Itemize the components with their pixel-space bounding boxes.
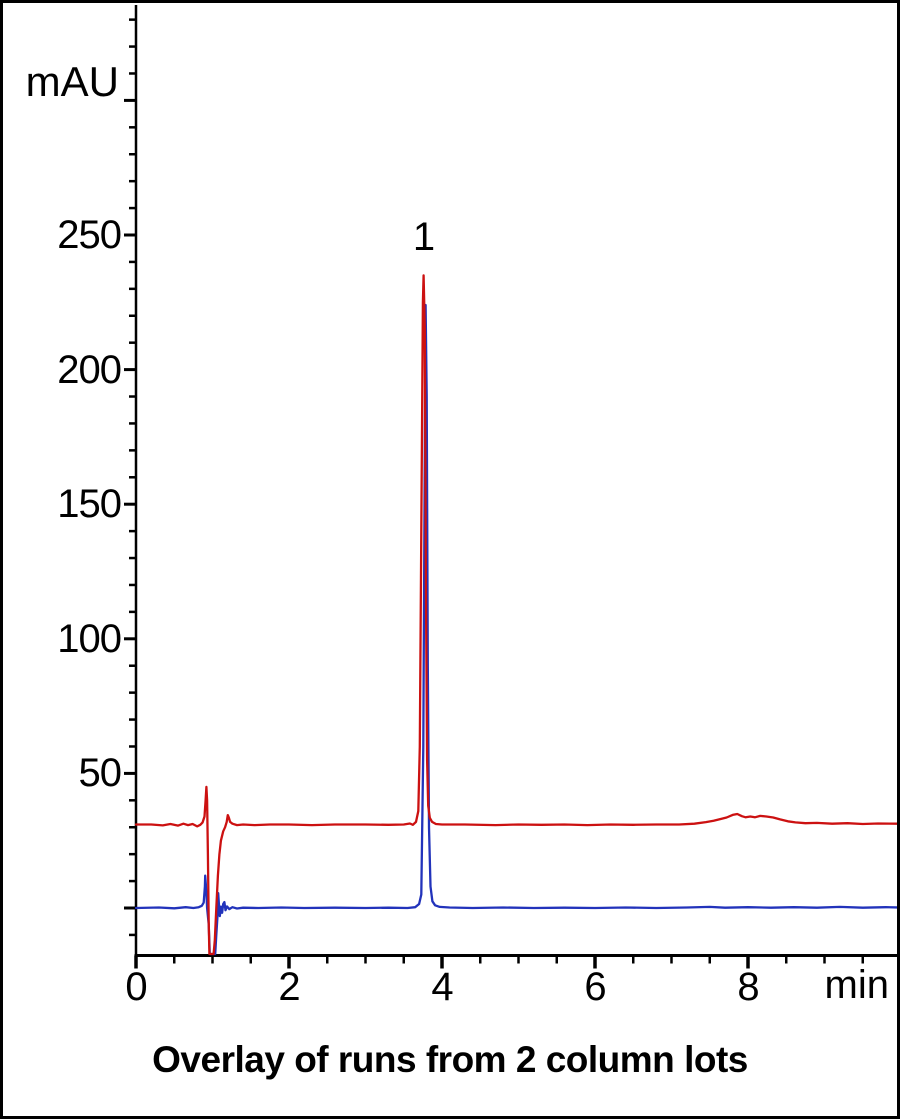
x-tick-label: 4	[431, 965, 453, 1009]
trace-column-lot-2-blue	[134, 303, 897, 956]
y-tick-label: 50	[78, 751, 123, 796]
x-tick-label: 0	[125, 965, 147, 1009]
x-axis-unit-label: min	[824, 963, 889, 1007]
x-tick-label: 8	[737, 965, 759, 1009]
y-tick-label: 250	[57, 213, 122, 257]
y-axis-unit-label: mAU	[25, 58, 119, 105]
trace-column-lot-1-red	[134, 274, 897, 956]
y-tick-label: 200	[57, 347, 122, 392]
chart-caption: Overlay of runs from 2 column lots	[152, 1039, 748, 1080]
x-tick-label: 6	[584, 965, 606, 1009]
x-tick-label: 2	[278, 965, 300, 1009]
chromatogram-plot	[124, 5, 897, 969]
y-tick-label: 150	[57, 482, 122, 527]
y-tick-label: 100	[57, 616, 122, 661]
peak-number-label: 1	[412, 215, 436, 259]
